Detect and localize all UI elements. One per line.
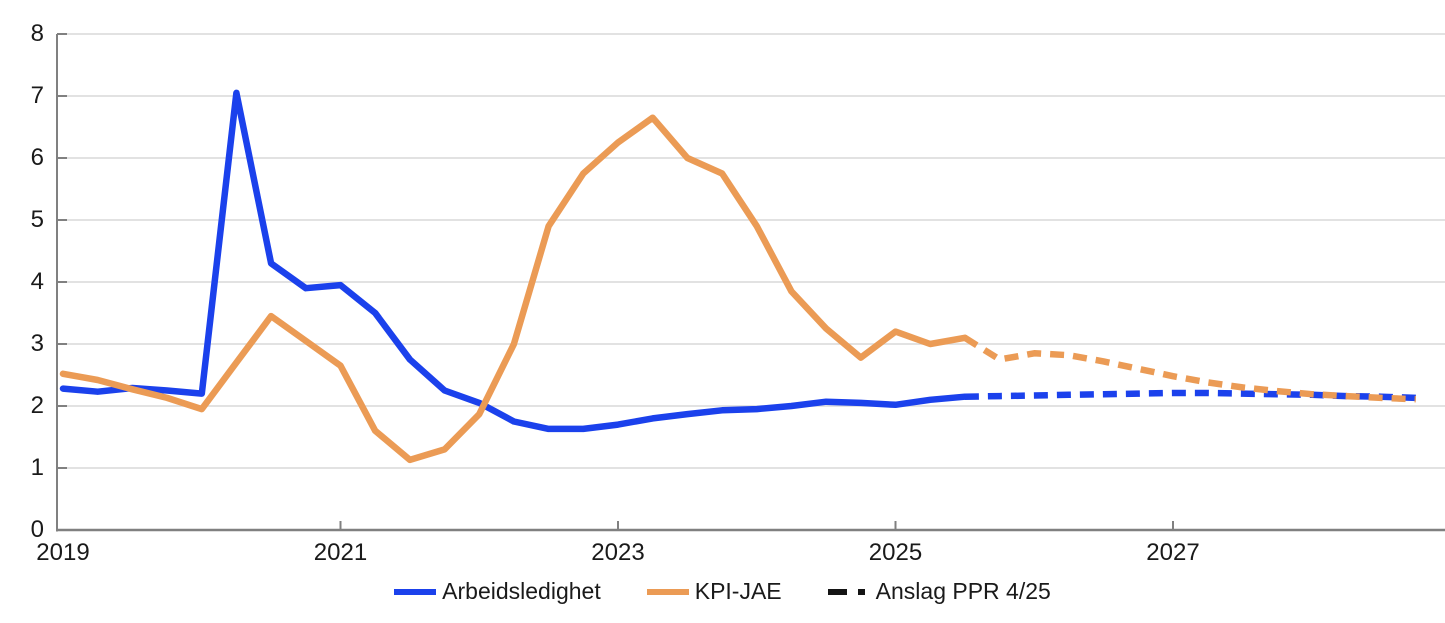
line-swatch-icon	[646, 588, 689, 595]
legend-item-arbeidsledighet: Arbeidsledighet	[394, 578, 601, 605]
legend-label: KPI-JAE	[694, 578, 782, 604]
y-axis-tick-label: 4	[30, 268, 44, 295]
y-axis-tick-label: 8	[30, 20, 44, 47]
x-axis-tick-label: 2027	[1146, 539, 1200, 566]
series-line-kpi-jae-anslag-ppr-4-25	[963, 335, 1416, 403]
dashed-line-swatch-icon	[827, 588, 870, 595]
series-lines	[59, 89, 1416, 464]
y-axis-tick-label: 5	[30, 206, 44, 233]
series-line-arbeidsledighet-anslag-ppr-4-25	[964, 389, 1416, 402]
y-axis-tick-label: 7	[30, 82, 44, 109]
legend-item-anslag-ppr-4-25: Anslag PPR 4/25	[827, 578, 1051, 605]
x-axis-tick-label: 2023	[591, 539, 645, 566]
x-axis-tick-label: 2021	[313, 539, 368, 566]
legend: Arbeidsledighet KPI-JAE Anslag PPR 4/25	[0, 578, 1445, 605]
y-axis-tick-label: 6	[30, 144, 44, 171]
y-axis-tick-label: 2	[30, 392, 44, 419]
axes	[56, 34, 1445, 532]
series-line-arbeidsledighet	[59, 89, 969, 433]
series-line-kpi-jae	[59, 114, 969, 464]
gridlines	[57, 33, 1445, 469]
x-axis-tick-label: 2019	[36, 539, 90, 566]
x-axis-tick-label: 2025	[868, 539, 923, 566]
line-swatch-icon	[394, 588, 437, 595]
legend-item-kpi-jae: KPI-JAE	[646, 578, 782, 605]
legend-label: Arbeidsledighet	[442, 578, 601, 604]
axis-ticks	[57, 33, 1174, 531]
y-axis-tick-label: 1	[30, 454, 44, 481]
y-axis-tick-label: 3	[30, 330, 44, 357]
y-axis-tick-label: 0	[30, 516, 44, 543]
legend-label: Anslag PPR 4/25	[875, 578, 1051, 604]
